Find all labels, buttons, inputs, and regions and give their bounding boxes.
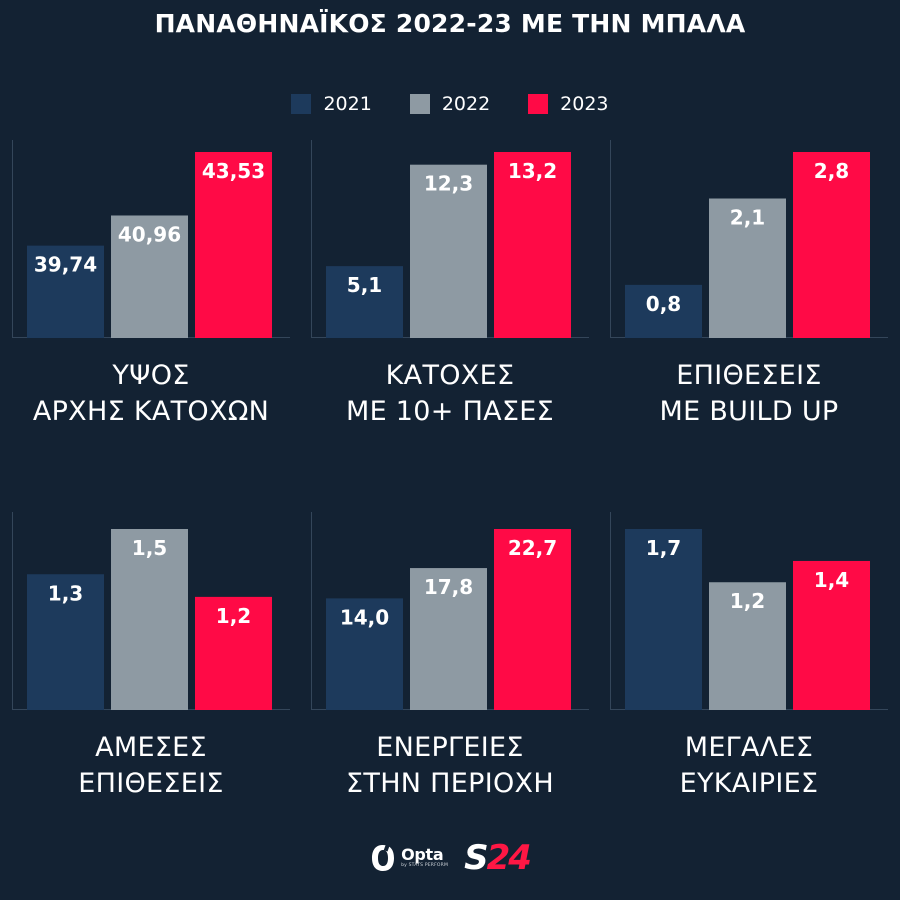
data-label-2022: 17,8 xyxy=(424,575,473,599)
legend-label-2022: 2022 xyxy=(441,93,491,115)
bar-2023 xyxy=(195,152,272,338)
bar-2023 xyxy=(195,596,272,710)
chart-panel-2: 5,1 12,3 13,2 xyxy=(311,140,589,338)
bar-2023 xyxy=(494,529,571,710)
chart-panel-5: 14,0 17,8 22,7 xyxy=(311,512,589,710)
s24-letter: S xyxy=(464,838,488,878)
data-label-2023: 13,2 xyxy=(508,159,557,183)
legend-swatch-2022 xyxy=(409,94,430,114)
panel-title-2: ΚΑΤΟΧΕΣ ΜΕ 10+ ΠΑΣΕΣ xyxy=(305,358,595,430)
opta-logo: Opta by STATS PERFORM xyxy=(370,843,448,873)
panel-title-line: ΚΑΤΟΧΕΣ xyxy=(385,360,515,391)
data-label-2023: 1,4 xyxy=(814,568,849,592)
panel-title-line: ΥΨΟΣ xyxy=(112,360,190,391)
panel-title-line: ΑΡΧΗΣ ΚΑΤΟΧΩΝ xyxy=(32,396,270,427)
opta-name: Opta xyxy=(401,845,444,865)
panel-title-4: ΑΜΕΣΕΣ ΕΠΙΘΕΣΕΙΣ xyxy=(6,730,296,802)
legend: 2021 2022 2023 xyxy=(0,92,900,116)
s24-logo: S24 xyxy=(464,838,532,878)
bar-2022 xyxy=(709,582,786,710)
bar-2021 xyxy=(625,284,702,338)
data-label-2023: 1,2 xyxy=(216,604,251,628)
data-label-2022: 1,2 xyxy=(730,589,765,613)
data-label-2023: 2,8 xyxy=(814,159,849,183)
panel-title-line: ΕΠΙΘΕΣΕΙΣ xyxy=(78,768,224,799)
data-label-2023: 43,53 xyxy=(202,159,265,183)
data-label-2023: 22,7 xyxy=(508,536,557,560)
bar-2023 xyxy=(494,152,571,338)
bar-2023 xyxy=(793,152,870,338)
legend-item-2023: 2023 xyxy=(528,92,609,116)
panel-title-line: ΜΕ BUILD UP xyxy=(659,396,839,427)
data-label-2022: 2,1 xyxy=(730,206,765,230)
panel-title-line: ΕΝΕΡΓΕΙΕΣ xyxy=(376,732,524,763)
bar-2021 xyxy=(326,598,403,710)
s24-number: 24 xyxy=(486,838,532,878)
legend-item-2022: 2022 xyxy=(409,92,491,116)
data-label-2021: 5,1 xyxy=(347,273,382,297)
chart-panel-3: 0,8 2,1 2,8 xyxy=(610,140,888,338)
footer: Opta by STATS PERFORM S24 xyxy=(0,840,900,876)
legend-swatch-2023 xyxy=(528,94,549,114)
bar-2022 xyxy=(709,198,786,338)
chart-panel-6: 1,7 1,2 1,4 xyxy=(610,512,888,710)
panel-title-6: ΜΕΓΑΛΕΣ ΕΥΚΑΙΡΙΕΣ xyxy=(604,730,894,802)
opta-icon xyxy=(372,843,395,871)
data-label-2022: 40,96 xyxy=(118,222,181,246)
data-label-2021: 1,7 xyxy=(646,536,681,560)
panel-title-3: ΕΠΙΘΕΣΕΙΣ ΜΕ BUILD UP xyxy=(604,358,894,430)
panel-title-1: ΥΨΟΣ ΑΡΧΗΣ ΚΑΤΟΧΩΝ xyxy=(6,358,296,430)
panel-title-line: ΕΥΚΑΙΡΙΕΣ xyxy=(679,768,819,799)
panel-title-line: ΣΤΗΝ ΠΕΡΙΟΧΗ xyxy=(346,768,554,799)
bar-2021 xyxy=(27,574,104,710)
bar-2022 xyxy=(111,529,188,710)
panel-title-line: ΕΠΙΘΕΣΕΙΣ xyxy=(676,360,822,391)
bar-2021 xyxy=(27,245,104,338)
chart-panel-1: 39,74 40,96 43,53 xyxy=(12,140,290,338)
legend-swatch-2021 xyxy=(291,94,312,114)
chart-panel-4: 1,3 1,5 1,2 xyxy=(12,512,290,710)
bar-2022 xyxy=(410,568,487,710)
bar-2022 xyxy=(111,215,188,338)
data-label-2021: 0,8 xyxy=(646,292,681,316)
bar-2021 xyxy=(625,529,702,710)
panel-title-line: ΜΕ 10+ ΠΑΣΕΣ xyxy=(345,396,555,427)
data-label-2021: 1,3 xyxy=(48,581,83,605)
bar-2021 xyxy=(326,266,403,338)
panel-title-line: ΑΜΕΣΕΣ xyxy=(95,732,207,763)
chart-title: ΠΑΝΑΘΗΝΑΪΚΟΣ 2022-23 ΜΕ ΤΗΝ ΜΠΑΛΑ xyxy=(154,9,746,38)
bar-2023 xyxy=(793,560,870,710)
panel-title-5: ΕΝΕΡΓΕΙΕΣ ΣΤΗΝ ΠΕΡΙΟΧΗ xyxy=(305,730,595,802)
bar-2022 xyxy=(410,164,487,338)
panel-title-line: ΜΕΓΑΛΕΣ xyxy=(684,732,814,763)
legend-item-2021: 2021 xyxy=(291,92,372,116)
data-label-2022: 12,3 xyxy=(424,172,473,196)
legend-label-2023: 2023 xyxy=(560,93,609,115)
opta-sub: by STATS PERFORM xyxy=(401,863,449,869)
data-label-2022: 1,5 xyxy=(132,536,167,560)
legend-label-2021: 2021 xyxy=(323,93,372,115)
data-label-2021: 14,0 xyxy=(340,605,389,629)
data-label-2021: 39,74 xyxy=(34,253,97,277)
